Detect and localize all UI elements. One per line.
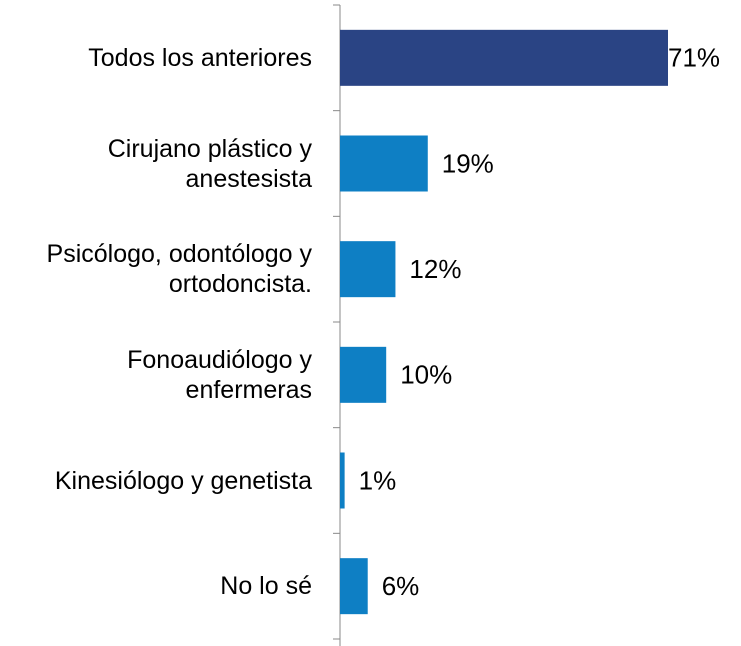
bar: [340, 29, 668, 86]
value-label: 10%: [400, 360, 452, 390]
category-label: No lo sé: [220, 572, 312, 601]
category-label: Todos los anteriores: [88, 43, 312, 72]
value-label: 71%: [668, 43, 720, 73]
bar: [340, 558, 368, 615]
bar: [340, 452, 345, 509]
value-label: 6%: [382, 571, 420, 601]
category-label: Kinesiólogo y genetista: [54, 466, 312, 495]
bar: [340, 346, 387, 403]
bar: [340, 135, 428, 192]
value-label: 1%: [359, 465, 397, 495]
category-label: Fonoaudiólogo y enfermeras: [127, 345, 312, 404]
category-label: Psicólogo, odontólogo y ortodoncista.: [46, 240, 312, 299]
category-label: Cirujano plástico y anestesista: [107, 134, 312, 193]
bar: [340, 241, 396, 298]
value-label: 19%: [442, 148, 494, 178]
value-label: 12%: [409, 254, 461, 284]
